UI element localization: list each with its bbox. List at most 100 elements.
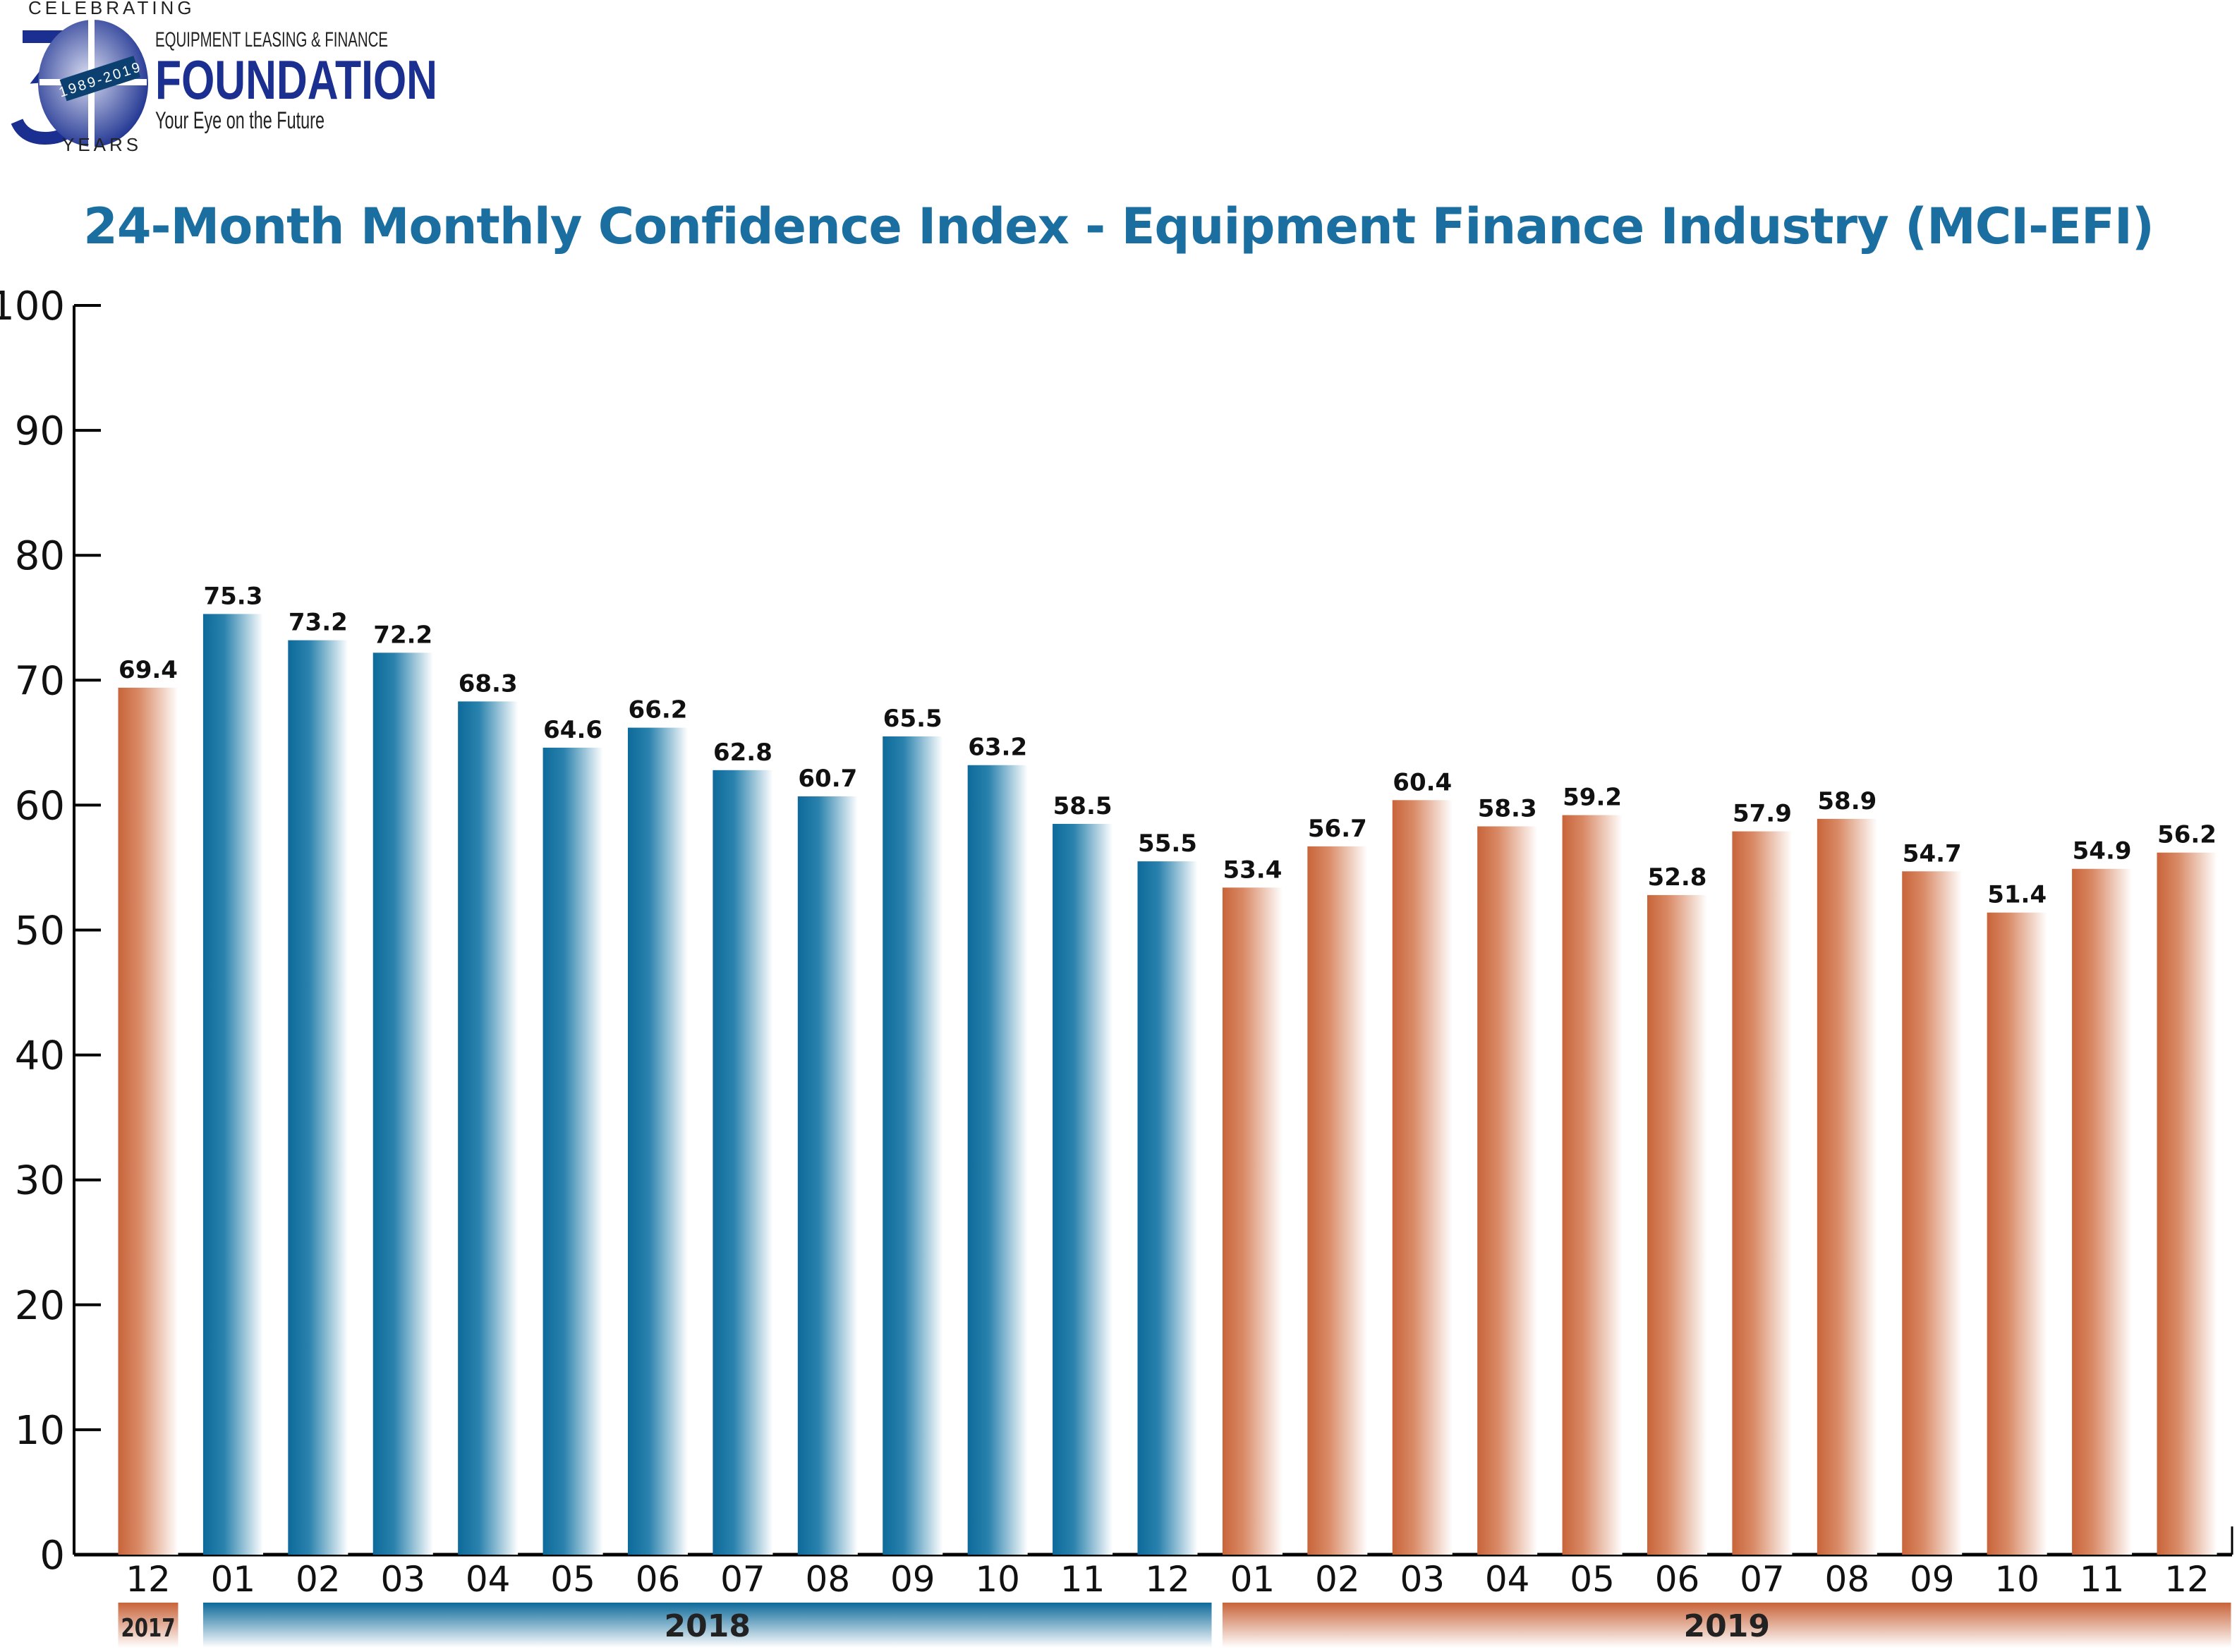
year-band-label: 2017 [121, 1614, 176, 1643]
x-tick-label: 12 [2164, 1559, 2209, 1600]
x-tick-label: 11 [2080, 1559, 2125, 1600]
bar [1732, 831, 1793, 1555]
year-band-2017 [118, 1603, 178, 1648]
y-tick-label: 20 [15, 1283, 65, 1329]
chart-title: 24-Month Monthly Confidence Index - Equi… [83, 198, 2154, 255]
bar [118, 687, 178, 1555]
x-tick-label: 10 [1994, 1559, 2039, 1600]
x-tick-label: 01 [211, 1559, 256, 1600]
bar-value-label: 75.3 [203, 582, 262, 610]
x-tick-label: 03 [1400, 1559, 1445, 1600]
y-tick-label: 80 [15, 533, 65, 579]
bar [1562, 815, 1623, 1555]
x-tick-label: 06 [636, 1559, 681, 1600]
bar-value-label: 55.5 [1138, 830, 1197, 858]
x-tick-label: 04 [466, 1559, 511, 1600]
y-tick-label: 90 [15, 408, 65, 454]
logo-line2: FOUNDATION [155, 49, 437, 111]
y-tick-label: 0 [40, 1533, 65, 1579]
bar [202, 614, 263, 1555]
bar [1392, 800, 1453, 1555]
bar [2157, 852, 2217, 1555]
y-tick-label: 100 [0, 284, 65, 329]
bar-value-label: 54.7 [1903, 839, 1962, 868]
logo-celebrating: CELEBRATING [28, 0, 195, 18]
x-tick-label: 12 [126, 1559, 171, 1600]
x-tick-label: 08 [806, 1559, 851, 1600]
bar [883, 736, 943, 1555]
x-tick-label: 05 [550, 1559, 595, 1600]
y-tick-label: 10 [15, 1408, 65, 1454]
bar [1647, 894, 1707, 1555]
x-tick-label: 02 [1315, 1559, 1360, 1600]
bar [542, 747, 603, 1555]
bar [797, 796, 858, 1555]
x-tick-label: 07 [720, 1559, 765, 1600]
bar [1053, 823, 1113, 1555]
bar-value-label: 51.4 [1987, 881, 2047, 909]
y-tick-label: 40 [15, 1033, 65, 1079]
bar-value-label: 59.2 [1563, 784, 1622, 812]
x-tick-label: 09 [1910, 1559, 1955, 1600]
bar [288, 640, 348, 1555]
x-tick-label: 01 [1230, 1559, 1275, 1600]
bar [1902, 871, 1963, 1555]
bar-value-label: 53.4 [1223, 856, 1282, 884]
bar [2072, 868, 2133, 1555]
year-band-2019 [1222, 1603, 2231, 1648]
bar-value-label: 64.6 [543, 716, 602, 744]
x-tick-label: 10 [975, 1559, 1020, 1600]
x-tick-label: 09 [890, 1559, 935, 1600]
bar [372, 652, 433, 1555]
x-tick-label: 04 [1485, 1559, 1530, 1600]
bar-value-label: 62.8 [713, 739, 772, 767]
year-band-2018 [202, 1603, 1212, 1648]
y-tick-label: 50 [15, 909, 65, 954]
bar-value-label: 72.2 [373, 621, 432, 649]
x-tick-label: 11 [1060, 1559, 1105, 1600]
bar-value-label: 58.9 [1817, 787, 1877, 815]
logo-tagline: Your Eye on the Future [155, 107, 325, 134]
bar-value-label: 63.2 [968, 734, 1027, 762]
bar [1477, 826, 1538, 1555]
logo-line1: EQUIPMENT LEASING & FINANCE [155, 28, 388, 51]
x-tick-label: 05 [1570, 1559, 1615, 1600]
bar-value-label: 58.5 [1053, 792, 1113, 820]
bar-value-label: 60.4 [1393, 768, 1452, 796]
bar-value-label: 65.5 [883, 705, 942, 733]
x-tick-label: 03 [380, 1559, 425, 1600]
bar-value-label: 58.3 [1478, 795, 1537, 823]
bar-value-label: 60.7 [798, 765, 857, 793]
bar-value-label: 54.9 [2073, 837, 2132, 866]
logo-years: YEARS [62, 134, 142, 155]
foundation-logo: CELEBRATING 1989-2019 YEARS EQUIPMENT LE… [11, 0, 437, 155]
x-tick-label: 02 [296, 1559, 341, 1600]
bar [458, 701, 519, 1555]
bar [967, 765, 1028, 1555]
bar [1987, 912, 2047, 1555]
y-tick-label: 60 [15, 783, 65, 829]
bar [1817, 818, 1877, 1555]
bar-value-label: 56.7 [1308, 815, 1367, 843]
bar [1307, 846, 1368, 1555]
bar-value-label: 73.2 [289, 609, 348, 637]
bar [1137, 861, 1198, 1555]
x-tick-label: 08 [1825, 1559, 1870, 1600]
bar [628, 727, 688, 1555]
year-band-label: 2019 [1683, 1608, 1769, 1644]
bar-value-label: 52.8 [1648, 863, 1707, 892]
bar [1222, 887, 1283, 1555]
bar-value-label: 66.2 [629, 696, 688, 724]
bar [713, 770, 773, 1555]
y-tick-label: 70 [15, 658, 65, 704]
bar-value-label: 57.9 [1733, 800, 1792, 828]
x-tick-label: 06 [1655, 1559, 1700, 1600]
bar-value-label: 56.2 [2157, 821, 2217, 849]
x-tick-label: 07 [1740, 1559, 1785, 1600]
year-band-label: 2018 [664, 1608, 750, 1644]
bar-value-label: 68.3 [459, 669, 518, 698]
y-tick-label: 30 [15, 1158, 65, 1204]
x-tick-label: 12 [1145, 1559, 1190, 1600]
bar-value-label: 69.4 [119, 656, 178, 684]
